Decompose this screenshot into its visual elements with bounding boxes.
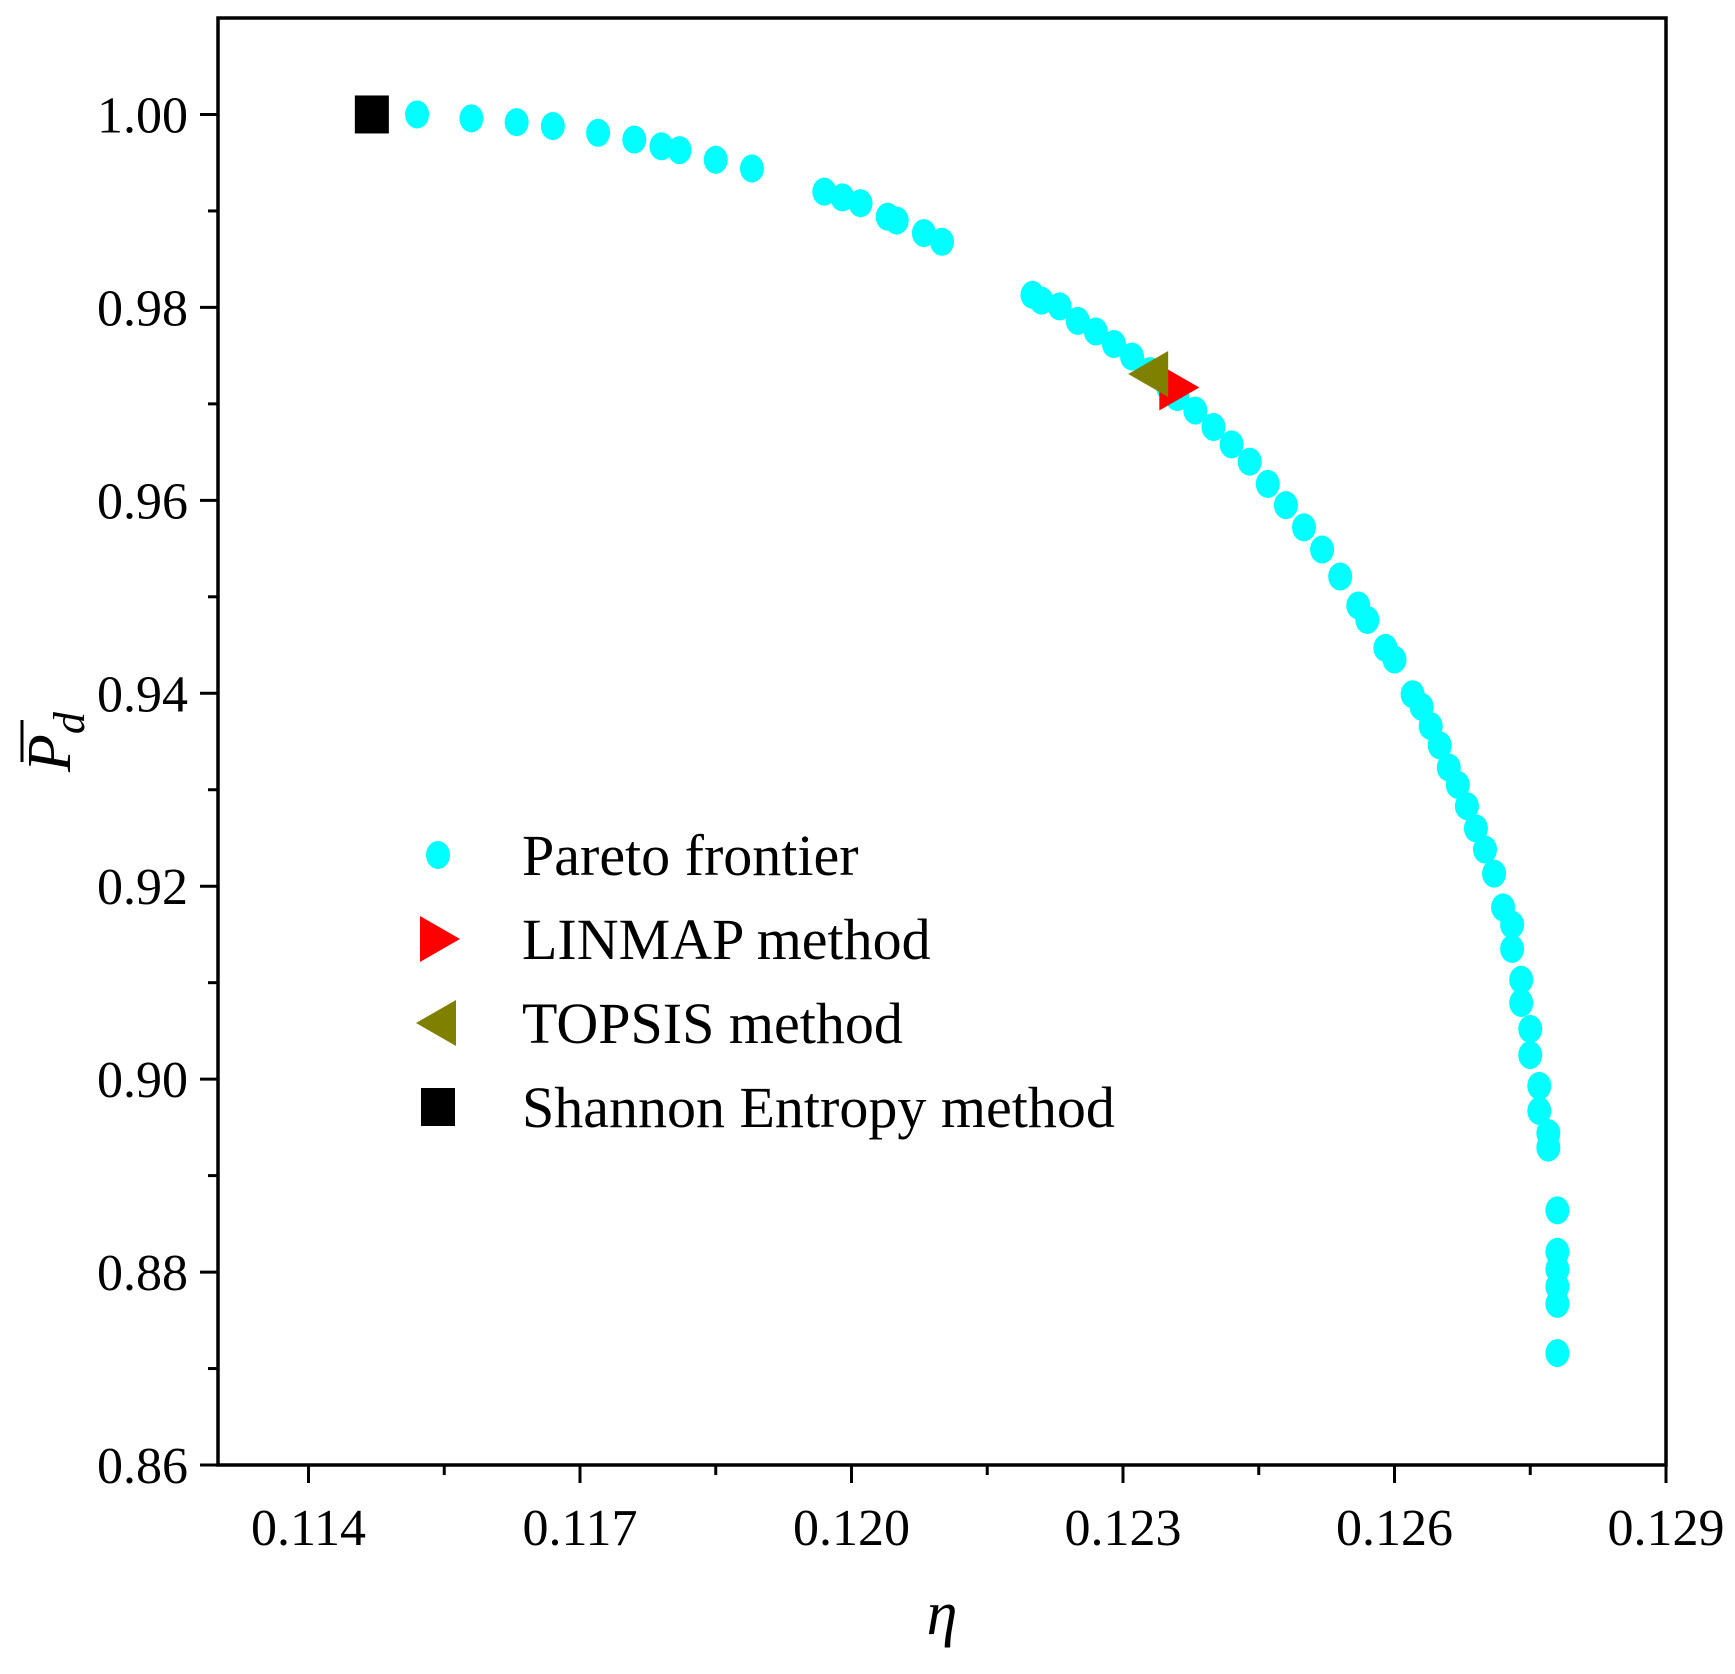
pareto-frontier-point [930,227,954,256]
ticks-layer: 0.114 0.117 0.120 0.123 0.126 0.129 0.86 0.88 0.… [97,87,1725,1557]
y-axis-label-subscript: d [45,711,94,734]
y-axis-label: Pd [16,711,94,773]
pareto-frontier-point [1101,330,1126,359]
pareto-frontier-point [649,132,674,161]
y-tick-label: 0.86 [97,1438,188,1495]
pareto-frontier-point [1500,910,1525,939]
pareto-frontier-point [1065,306,1090,335]
pareto-frontier-point [1445,770,1470,799]
pareto-frontier-point [586,118,611,147]
pareto-frontier-point [1255,469,1280,498]
pareto-frontier-point [1545,1196,1570,1225]
pareto-frontier-point [911,219,936,248]
pareto-frontier-point [1328,562,1353,591]
x-tick-label: 0.129 [1608,1500,1725,1557]
pareto-frontier-point [848,189,873,218]
y-tick-label: 0.92 [97,859,188,916]
y-tick-label: 0.90 [97,1052,188,1109]
legend-marker-topsis-method [416,1000,456,1046]
shannon-entropy-method-point [354,95,389,134]
y-tick-label: 1.00 [97,87,188,144]
series-linmap-method [1159,364,1200,411]
pareto-frontier-point [830,183,855,212]
pareto-frontier-point [1527,1071,1552,1100]
legend-label-pareto-frontier: Pareto frontier [522,823,859,888]
x-tick-label: 0.123 [1065,1500,1182,1557]
plot-frame [216,16,1668,1467]
pareto-frontier-point [1482,859,1507,888]
pareto-frontier-point [540,112,565,141]
legend-marker-shannon-entropy-method [421,1088,455,1126]
pareto-frontier-point [1527,1096,1552,1125]
pareto-frontier-point [812,177,837,206]
series-topsis-method [1128,350,1169,397]
pareto-frontier-point [405,100,430,129]
pareto-frontier-point [1473,835,1497,864]
x-tick-label: 0.117 [522,1500,637,1557]
series-pareto-frontier [405,100,1570,1368]
pareto-frontier-point [1454,792,1479,821]
pareto-frontier-point [1355,605,1380,634]
pareto-frontier-point [1083,317,1108,346]
pareto-frontier-point [1201,413,1226,442]
legend: Pareto frontier LINMAP method TOPSIS metho… [416,823,1115,1140]
pareto-frontier-point [1310,535,1335,564]
y-tick-label: 0.98 [97,280,188,337]
pareto-frontier-point [739,154,764,183]
legend-marker-linmap-method [420,916,460,962]
pareto-frontier-point [1273,491,1298,520]
pareto-frontier-point [1029,286,1054,315]
pareto-frontier-point [622,125,647,154]
pareto-frontier-point [1382,645,1407,674]
pareto-frontier-point [1427,731,1452,760]
pareto-frontier-point [459,104,484,133]
legend-marker-pareto-frontier [426,841,450,869]
pareto-frontier-point [1237,447,1262,476]
legend-label-linmap-method: LINMAP method [522,907,931,972]
data-layer [354,95,1570,1368]
y-tick-label: 0.88 [97,1245,188,1302]
linmap-method-point [1159,364,1200,411]
x-tick-label: 0.114 [251,1500,366,1557]
pareto-frontier-point [1545,1339,1570,1368]
y-tick-label: 0.96 [97,473,188,530]
y-axis-label-text: Pd [16,711,94,773]
x-axis-label: η [927,1580,958,1648]
pareto-frontier-point [1509,965,1534,994]
pareto-frontier-point [1183,396,1208,425]
pareto-frontier-point [884,206,909,235]
plot-area: 0.114 0.117 0.120 0.123 0.126 0.129 0.86 0.88 0.… [97,16,1725,1557]
pareto-frontier-point [1463,814,1488,843]
pareto-frontier-point [1292,513,1316,542]
pareto-frontier-point [703,145,728,174]
y-tick-label: 0.94 [97,666,188,723]
pareto-frontier-point [1219,430,1244,459]
pareto-frontier-point [504,108,529,137]
pareto-frontier-point [1120,342,1145,371]
x-tick-label: 0.126 [1336,1500,1453,1557]
pareto-frontier-point [1047,292,1072,321]
topsis-method-point [1128,350,1169,397]
series-shannon-entropy-method [354,95,389,134]
y-axis-label-main: P [16,734,84,773]
pareto-frontier-point [667,136,692,165]
pareto-frontier-point [1509,988,1534,1017]
x-tick-label: 0.120 [793,1500,910,1557]
pareto-frontier-point [1500,934,1525,963]
legend-label-shannon-entropy-method: Shannon Entropy method [522,1075,1115,1140]
legend-label-topsis-method: TOPSIS method [522,991,903,1056]
pareto-frontier-point [1518,1041,1543,1070]
pareto-frontier-point [1518,1014,1543,1043]
pareto-frontier-point [1545,1289,1570,1318]
pareto-frontier-point [1536,1133,1561,1162]
